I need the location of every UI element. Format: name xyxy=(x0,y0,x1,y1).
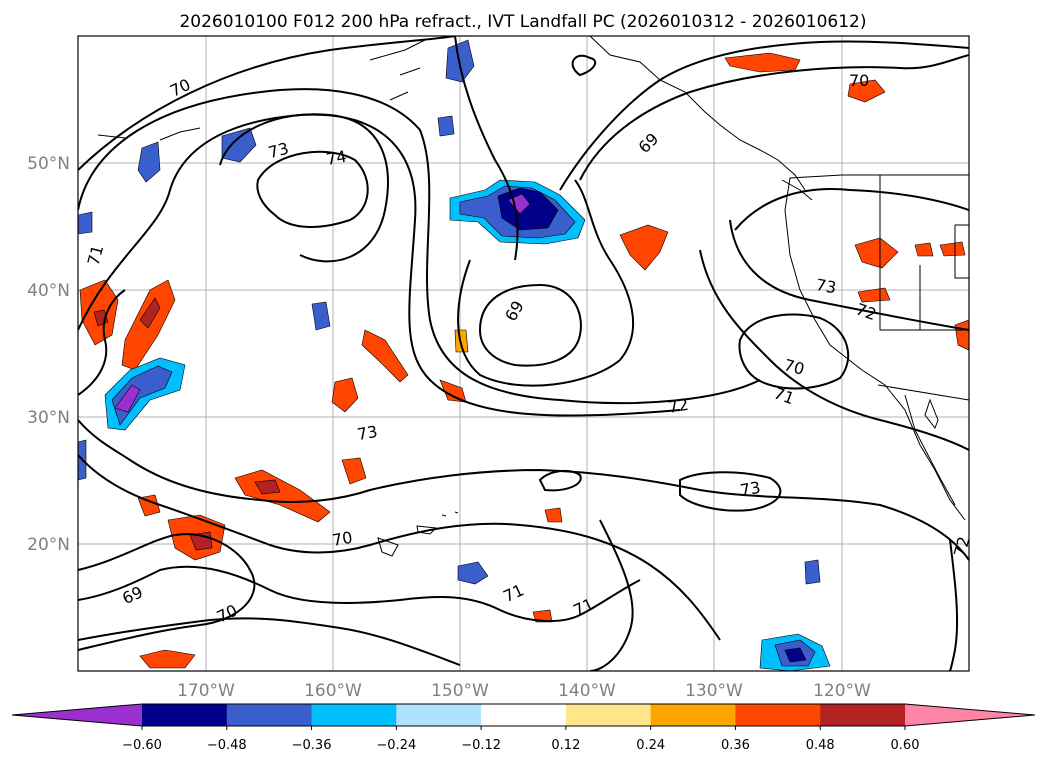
lat-label: 20°N xyxy=(27,535,70,555)
colorbar-segment xyxy=(565,704,652,726)
contour-label: 70 xyxy=(849,71,869,90)
colorbar-tick-label: −0.12 xyxy=(461,738,501,753)
shaded-field-positive xyxy=(79,52,969,669)
colorbar-segment xyxy=(481,704,567,726)
contour-label: 73 xyxy=(739,478,762,500)
latitude-labels: 50°N 40°N 30°N 20°N xyxy=(27,154,70,555)
colorbar-tick-label: 0.60 xyxy=(891,738,920,753)
coastlines xyxy=(97,36,969,557)
contour-label: 72 xyxy=(950,534,974,559)
map-background xyxy=(78,36,969,671)
colorbar-tick-label: 0.24 xyxy=(636,738,665,753)
contour-label: 71 xyxy=(84,243,108,268)
colorbar: −0.60 −0.48 −0.36 −0.24 −0.12 0.12 0.24 0.36 0.4… xyxy=(11,703,1036,753)
lon-label: 120°W xyxy=(813,681,871,701)
colorbar-segment xyxy=(226,704,313,726)
contour-label: 70 xyxy=(782,355,807,379)
colorbar-extend-min xyxy=(12,704,142,726)
colorbar-segment xyxy=(650,704,736,726)
longitude-labels: 170°W 160°W 150°W 140°W 130°W 120°W xyxy=(177,681,871,701)
lat-label: 30°N xyxy=(27,408,70,428)
contour-label: 72 xyxy=(667,395,690,417)
colorbar-tick-label: 0.12 xyxy=(551,738,580,753)
lon-label: 160°W xyxy=(304,681,362,701)
colorbar-segment xyxy=(820,704,906,726)
map-title: 2026010100 F012 200 hPa refract., IVT La… xyxy=(179,12,866,32)
shaded-field-negative xyxy=(78,39,831,671)
gridlines xyxy=(78,36,969,671)
lon-label: 170°W xyxy=(177,681,235,701)
colorbar-segment xyxy=(735,704,821,726)
map-frame xyxy=(77,35,970,672)
colorbar-tick-label: −0.36 xyxy=(292,738,332,753)
colorbar-segment xyxy=(142,704,228,726)
map-panel: 70 73 74 71 69 69 70 73 72 70 71 72 73 7… xyxy=(77,35,974,672)
lat-label: 50°N xyxy=(27,154,70,174)
lon-label: 140°W xyxy=(558,681,616,701)
contour-label: 73 xyxy=(356,422,379,444)
colorbar-segments xyxy=(11,703,1036,727)
lat-label: 40°N xyxy=(27,281,70,301)
colorbar-tick-label: −0.48 xyxy=(207,738,247,753)
lon-label: 150°W xyxy=(431,681,489,701)
colorbar-tick-label: 0.36 xyxy=(721,738,750,753)
colorbar-ticks: −0.60 −0.48 −0.36 −0.24 −0.12 0.12 0.24 0.36 0.4… xyxy=(122,726,919,753)
contour-label: 70 xyxy=(331,528,354,550)
colorbar-segment xyxy=(311,704,397,726)
contour-label: 74 xyxy=(325,147,348,169)
colorbar-segment xyxy=(396,704,482,726)
colorbar-tick-label: 0.48 xyxy=(806,738,835,753)
colorbar-tick-label: −0.60 xyxy=(122,738,162,753)
contour-lines xyxy=(78,36,969,671)
colorbar-tick-label: −0.24 xyxy=(376,738,416,753)
lon-label: 130°W xyxy=(685,681,743,701)
colorbar-extend-max xyxy=(905,704,1035,726)
contour-label: 73 xyxy=(266,139,291,163)
contour-label: 73 xyxy=(814,275,837,297)
